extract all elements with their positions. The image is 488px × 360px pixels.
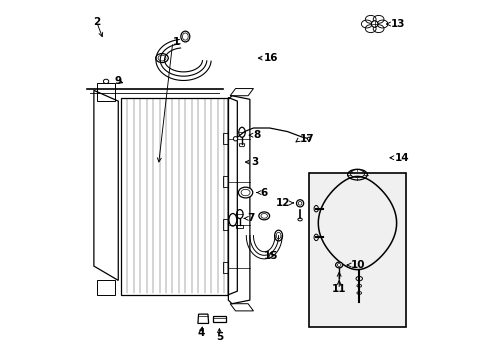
Text: 11: 11: [331, 284, 346, 294]
Ellipse shape: [238, 187, 252, 198]
Ellipse shape: [233, 136, 237, 141]
Text: 5: 5: [215, 332, 223, 342]
Text: 15: 15: [263, 251, 278, 261]
Text: 1: 1: [172, 37, 180, 47]
Text: 2: 2: [93, 17, 100, 27]
Ellipse shape: [371, 21, 377, 27]
Text: 3: 3: [251, 157, 258, 167]
Text: 6: 6: [260, 188, 266, 198]
FancyBboxPatch shape: [308, 173, 405, 327]
Ellipse shape: [307, 137, 310, 140]
Text: 12: 12: [275, 198, 290, 208]
Text: 16: 16: [264, 53, 278, 63]
Text: 10: 10: [350, 260, 365, 270]
Text: 4: 4: [197, 328, 204, 338]
Text: 17: 17: [299, 135, 313, 144]
Text: 13: 13: [389, 19, 404, 29]
Text: 14: 14: [394, 153, 408, 163]
Text: 7: 7: [247, 213, 254, 223]
Ellipse shape: [335, 262, 342, 268]
Text: 8: 8: [253, 130, 260, 140]
Text: 9: 9: [115, 76, 122, 86]
